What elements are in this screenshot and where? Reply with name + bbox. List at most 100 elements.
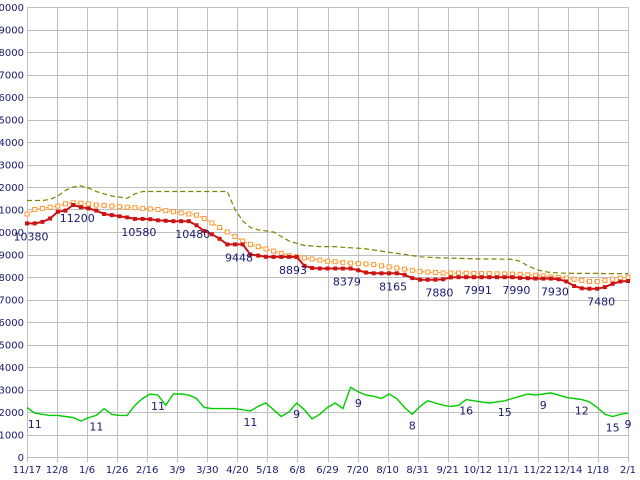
data-point-marker	[325, 266, 330, 271]
data-point-marker	[278, 250, 284, 256]
data-point-marker	[132, 216, 137, 221]
data-point-marker	[256, 253, 261, 258]
x-axis-tick-label: 8/10	[376, 465, 398, 476]
y-axis-tick-label: 9000	[0, 251, 24, 262]
data-point-marker	[225, 242, 230, 247]
x-axis-tick-label: 3/30	[196, 465, 218, 476]
price-annotation: 10480	[175, 228, 210, 241]
data-point-marker	[425, 269, 431, 275]
volume-annotation: 15	[606, 422, 620, 435]
data-point-marker	[486, 271, 492, 277]
data-point-marker	[217, 225, 223, 230]
data-point-marker	[579, 286, 584, 291]
data-point-marker	[432, 270, 438, 275]
price-annotation: 11200	[60, 212, 95, 225]
data-point-marker	[48, 216, 53, 221]
x-axis-tick-labels: 11/17 12/8 1/6 1/26 2/16 3/9 3/30 4/20 5/18 6/8 6/…	[13, 465, 636, 476]
data-point-marker	[78, 200, 84, 206]
x-axis-tick-label: 5/18	[256, 465, 278, 476]
data-point-marker	[363, 261, 369, 267]
volume-value-labels: 11 11 11 11 9 9 8 16 15 9 12 15 9	[28, 397, 632, 435]
series-line-moving-average-upper	[27, 185, 628, 275]
volume-annotation: 9	[540, 399, 547, 412]
data-point-marker	[587, 279, 592, 284]
x-axis-tick-label: 11/1	[497, 465, 519, 476]
data-point-marker	[572, 284, 577, 288]
data-point-marker	[564, 279, 569, 284]
y-axis-tick-label: 15000	[0, 116, 24, 127]
x-axis-tick-label: 9/21	[436, 465, 458, 476]
data-point-marker	[301, 255, 307, 261]
volume-annotation: 11	[28, 418, 42, 431]
data-point-marker	[171, 219, 176, 224]
volume-annotation: 15	[498, 406, 512, 419]
data-point-marker	[217, 236, 222, 241]
data-point-marker	[440, 270, 446, 276]
x-axis-tick-label: 6/29	[316, 465, 338, 476]
data-point-marker	[402, 272, 407, 277]
series-volume	[26, 386, 629, 422]
y-axis-tick-label: 10000	[0, 228, 24, 239]
x-axis-tick-label: 8/31	[406, 465, 428, 476]
data-point-marker	[402, 266, 408, 272]
data-point-marker	[355, 261, 361, 266]
data-point-marker	[86, 206, 91, 211]
data-point-marker	[287, 254, 291, 259]
data-point-marker	[40, 219, 45, 224]
data-point-marker	[417, 268, 423, 274]
price-value-labels: 10380 11200 10580 10480 9448 8893 8379 8165 7880…	[14, 212, 616, 309]
data-point-marker	[556, 277, 561, 282]
data-point-marker	[479, 271, 485, 277]
y-axis-tick-label: 2000	[0, 408, 24, 419]
data-point-marker	[379, 271, 384, 276]
data-point-marker	[186, 219, 191, 224]
data-point-marker	[464, 275, 469, 280]
x-axis-tick-label: 11/17	[13, 465, 42, 476]
data-point-marker	[456, 275, 461, 280]
data-point-marker	[340, 266, 345, 271]
data-point-marker	[209, 220, 215, 226]
data-point-marker	[147, 206, 153, 212]
data-point-marker	[409, 267, 415, 273]
data-point-marker	[309, 256, 315, 262]
data-point-marker	[232, 234, 238, 239]
x-axis-tick-label: 1/18	[587, 465, 609, 476]
data-point-marker	[579, 277, 585, 283]
y-axis-tick-label: 18000	[0, 48, 24, 59]
data-point-marker	[179, 219, 184, 224]
y-axis-tick-label: 20000	[0, 3, 24, 14]
volume-annotation: 16	[459, 405, 473, 418]
price-annotation: 10380	[14, 230, 49, 243]
data-point-marker	[117, 204, 122, 210]
data-point-marker	[178, 210, 184, 216]
data-point-marker	[140, 216, 145, 221]
x-axis-tick-label: 10/12	[463, 465, 492, 476]
y-axis-tick-labels: 0 1000 2000 3000 4000 5000 6000 7000 8000 9000 100…	[0, 3, 24, 464]
data-point-marker	[25, 221, 29, 226]
data-point-marker	[356, 268, 361, 273]
data-point-marker	[233, 242, 237, 247]
data-point-marker	[125, 215, 130, 220]
data-point-marker	[587, 286, 592, 291]
data-point-marker	[517, 271, 523, 277]
data-point-marker	[255, 244, 261, 250]
y-axis-tick-label: 8000	[0, 273, 24, 284]
data-point-marker	[433, 277, 438, 282]
data-point-marker	[93, 202, 99, 208]
volume-annotation: 11	[151, 400, 165, 413]
data-point-marker	[155, 207, 161, 212]
series-moving-average-mid	[24, 200, 631, 284]
data-point-marker	[117, 214, 122, 219]
data-point-marker	[140, 205, 146, 211]
price-annotation: 8379	[333, 275, 361, 288]
y-axis-tick-label: 7000	[0, 296, 24, 307]
data-point-marker	[410, 276, 415, 281]
data-point-marker	[317, 266, 322, 271]
grid-lines	[27, 7, 629, 462]
y-axis-tick-label: 13000	[0, 161, 24, 172]
volume-annotation: 9	[293, 408, 300, 421]
data-point-marker	[495, 275, 499, 280]
x-axis-tick-label: 2/16	[136, 465, 158, 476]
y-axis-tick-label: 0	[18, 453, 24, 464]
